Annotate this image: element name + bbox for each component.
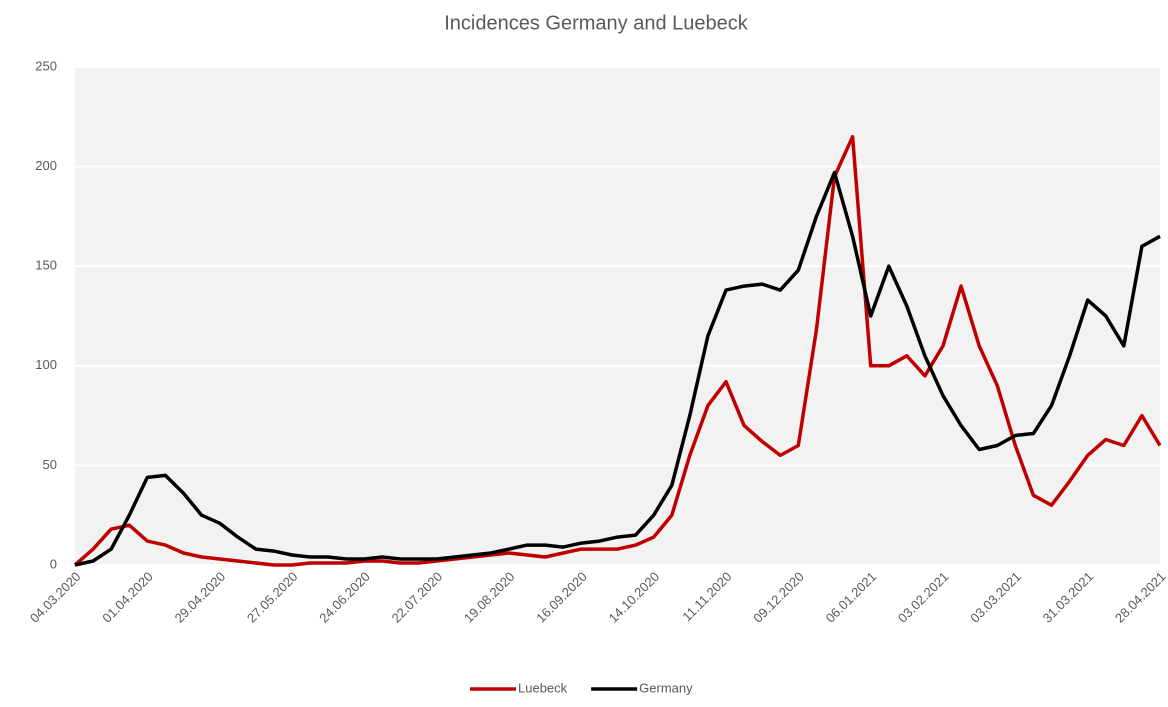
legend-label: Germany bbox=[639, 680, 693, 695]
x-tick-label: 03.03.2021 bbox=[967, 569, 1024, 626]
x-tick-label: 22.07.2020 bbox=[389, 569, 446, 626]
x-tick-label: 03.02.2021 bbox=[895, 569, 952, 626]
x-tick-label: 09.12.2020 bbox=[750, 569, 807, 626]
y-tick-label: 250 bbox=[35, 58, 57, 73]
series-line bbox=[74, 170, 1161, 567]
y-tick-label: 100 bbox=[35, 357, 57, 372]
x-tick-label: 31.03.2021 bbox=[1040, 569, 1097, 626]
x-tick-label: 11.11.2020 bbox=[679, 569, 734, 624]
x-tick-label: 28.04.2021 bbox=[1112, 569, 1168, 626]
x-tick-label: 16.09.2020 bbox=[533, 569, 590, 626]
y-tick-label: 150 bbox=[35, 258, 57, 273]
x-tick-label: 01.04.2020 bbox=[99, 569, 156, 626]
y-tick-label: 200 bbox=[35, 158, 57, 173]
x-tick-label: 24.06.2020 bbox=[316, 569, 373, 626]
x-tick-label: 29.04.2020 bbox=[172, 569, 229, 626]
x-tick-label: 04.03.2020 bbox=[27, 569, 84, 626]
series-line bbox=[73, 134, 1162, 567]
plot-area bbox=[75, 67, 1160, 565]
x-tick-label: 27.05.2020 bbox=[244, 569, 301, 626]
x-tick-label: 06.01.2021 bbox=[823, 569, 880, 626]
legend-label: Luebeck bbox=[518, 680, 568, 695]
chart-title: Incidences Germany and Luebeck bbox=[444, 12, 749, 34]
x-tick-label: 14.10.2020 bbox=[606, 569, 663, 626]
y-tick-label: 50 bbox=[43, 457, 57, 472]
y-tick-label: 0 bbox=[50, 556, 57, 571]
x-tick-label: 19.08.2020 bbox=[461, 569, 518, 626]
